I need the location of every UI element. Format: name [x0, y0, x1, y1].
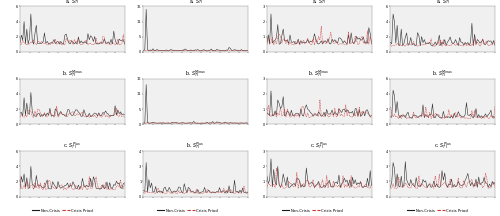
Title: b. $S^{Minus}_{TI}$: b. $S^{Minus}_{TI}$: [62, 68, 83, 79]
Title: a. $S_{TI}$: a. $S_{TI}$: [66, 0, 80, 6]
Title: a. $S_{TI}$: a. $S_{TI}$: [312, 0, 326, 6]
Title: c. $S^{Plus}_{TI}$: c. $S^{Plus}_{TI}$: [63, 140, 82, 151]
Legend: Non-Crisis, Crisis Priod: Non-Crisis, Crisis Priod: [30, 207, 95, 214]
Title: c. $S^{Plus}_{TI}$: c. $S^{Plus}_{TI}$: [434, 140, 452, 151]
Title: b. $S^{Plus}_{TI}$: b. $S^{Plus}_{TI}$: [186, 140, 205, 151]
Legend: Non-Crisis, Crisis Priod: Non-Crisis, Crisis Priod: [155, 207, 220, 214]
Title: c. $S^{Plus}_{TI}$: c. $S^{Plus}_{TI}$: [310, 140, 328, 151]
Title: a. $S_{TI}$: a. $S_{TI}$: [188, 0, 203, 6]
Title: a. $S_{TI}$: a. $S_{TI}$: [436, 0, 450, 6]
Legend: Non-Crisis, Crisis Priod: Non-Crisis, Crisis Priod: [280, 207, 345, 214]
Title: b. $S^{Minus}_{TI}$: b. $S^{Minus}_{TI}$: [185, 68, 206, 79]
Legend: Non-Crisis, Crisis Priod: Non-Crisis, Crisis Priod: [405, 207, 470, 214]
Title: b. $S^{Minus}_{TI}$: b. $S^{Minus}_{TI}$: [308, 68, 330, 79]
Title: b. $S^{Minus}_{TI}$: b. $S^{Minus}_{TI}$: [432, 68, 454, 79]
